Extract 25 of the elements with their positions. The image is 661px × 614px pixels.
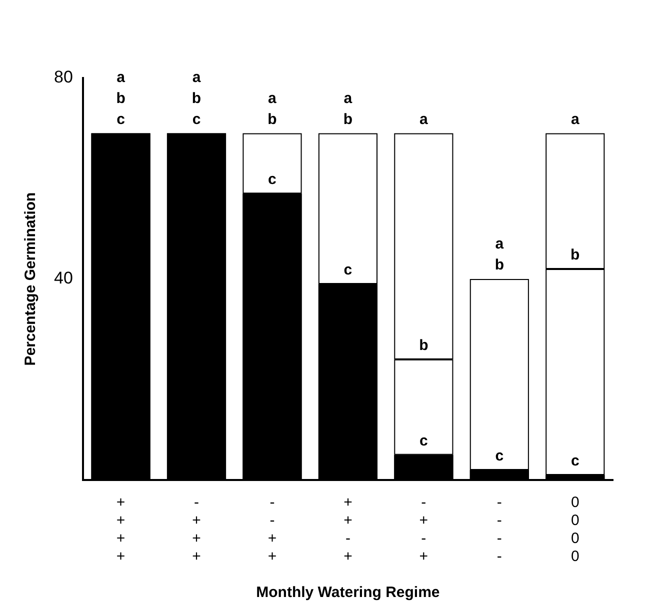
x-tick-label: - - - -	[496, 494, 502, 566]
annotation: a b	[494, 236, 504, 274]
annotation: c	[495, 448, 504, 465]
annotation: b	[570, 246, 580, 264]
annotation: a b c	[116, 68, 126, 128]
x-tick-label: - + + +	[192, 494, 202, 566]
annotation: a	[570, 110, 580, 128]
x-tick-label: 0 0 0 0	[570, 494, 580, 566]
annotation: c	[570, 452, 580, 470]
annotation: c	[344, 262, 352, 279]
x-tick-label: + + + +	[116, 494, 126, 566]
annotation: c	[420, 432, 428, 450]
annotation: c	[268, 171, 276, 188]
annotation: a b c	[192, 68, 202, 128]
annotation: a	[420, 110, 429, 128]
x-tick-label: + + - +	[344, 494, 353, 566]
y-tick-label: 40	[54, 268, 73, 288]
y-axis-title: Percentage Germination	[22, 192, 40, 366]
x-tick-label: - + - +	[419, 494, 428, 566]
x-axis-title: Monthly Watering Regime	[256, 584, 440, 602]
annotation: a b	[343, 90, 353, 128]
annotation: a b	[268, 90, 278, 128]
x-tick-label: - - + +	[268, 494, 277, 566]
y-tick-label: 80	[54, 68, 73, 87]
annotation: b	[419, 337, 428, 354]
